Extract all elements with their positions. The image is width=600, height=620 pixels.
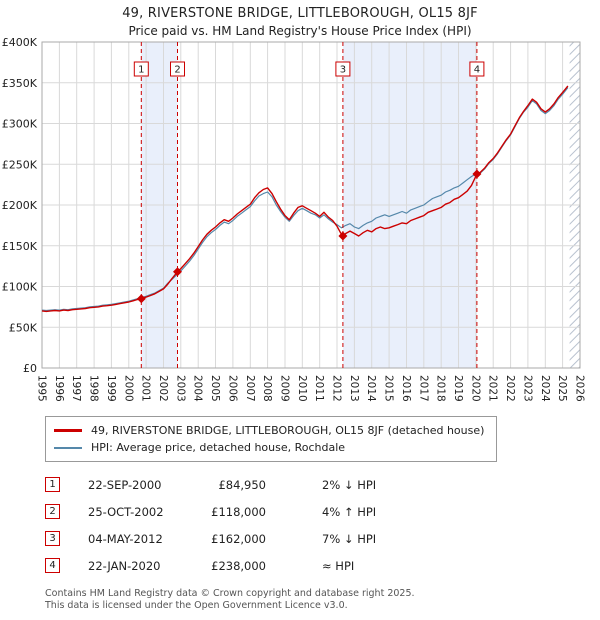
y-axis-label: £100K (2, 281, 38, 294)
sale-point-marker (338, 231, 348, 241)
transaction-hpi-comparison: 2% ↓ HPI (322, 477, 377, 492)
x-axis-label: 2017 (417, 375, 429, 402)
x-axis-label: 2005 (209, 375, 221, 402)
transaction-row-2: 2 25-OCT-2002 £118,000 4% ↑ HPI (45, 498, 600, 525)
transaction-marker-1: 1 (45, 477, 60, 492)
x-axis-label: 2016 (400, 375, 412, 402)
x-axis-label: 2019 (452, 375, 464, 402)
transaction-row-4: 4 22-JAN-2020 £238,000 ≈ HPI (45, 552, 600, 579)
x-axis-label: 1997 (70, 375, 82, 402)
transaction-date: 22-JAN-2020 (88, 558, 161, 573)
x-axis-label: 2015 (383, 375, 395, 402)
y-axis-label: £350K (2, 77, 38, 90)
transaction-marker-2: 2 (45, 504, 60, 519)
sale-number-label: 2 (174, 65, 180, 76)
x-axis-label: 2020 (469, 375, 481, 402)
transaction-date: 22-SEP-2000 (88, 477, 162, 492)
sale-number-label: 3 (340, 65, 346, 76)
x-axis-label: 2007 (244, 375, 256, 402)
x-axis-label: 2009 (279, 375, 291, 402)
sale-number-label: 4 (474, 65, 480, 76)
x-axis-label: 2022 (504, 375, 516, 402)
x-axis-label: 2001 (140, 375, 152, 402)
x-axis-label: 2025 (556, 375, 568, 402)
y-axis-label: £0 (23, 362, 37, 375)
x-axis-label: 2014 (365, 375, 377, 402)
x-axis-label: 2003 (174, 375, 186, 402)
x-axis-label: 2026 (574, 375, 586, 402)
legend-item-price: 49, RIVERSTONE BRIDGE, LITTLEBOROUGH, OL… (54, 422, 488, 439)
x-axis-label: 2018 (435, 375, 447, 402)
transaction-hpi-comparison: 4% ↑ HPI (322, 504, 377, 519)
hpi-line (41, 87, 569, 312)
transaction-price: £84,950 (218, 477, 266, 492)
page-title: 49, RIVERSTONE BRIDGE, LITTLEBOROUGH, OL… (122, 6, 478, 21)
transaction-hpi-comparison: 7% ↓ HPI (322, 531, 377, 546)
y-axis-label: £200K (2, 199, 38, 212)
sale-number-box (469, 61, 485, 77)
transaction-row-1: 1 22-SEP-2000 £84,950 2% ↓ HPI (45, 471, 600, 498)
hpi-line-swatch (54, 446, 82, 449)
license-footer: Contains HM Land Registry data © Crown c… (45, 588, 600, 613)
y-axis-label: £150K (2, 240, 38, 253)
sale-point-marker (472, 169, 482, 179)
x-axis-label: 2023 (521, 375, 533, 402)
y-axis-label: £400K (2, 38, 38, 49)
x-axis-label: 1996 (53, 375, 65, 402)
sale-number-box (170, 61, 185, 77)
page-subtitle: Price paid vs. HM Land Registry's House … (128, 24, 472, 38)
transaction-price: £162,000 (211, 531, 266, 546)
sale-point-marker (173, 267, 182, 277)
sale-number-box (133, 61, 149, 77)
x-axis-label: 2008 (261, 375, 273, 402)
x-axis-label: 2024 (539, 375, 551, 402)
chart-legend: 49, RIVERSTONE BRIDGE, LITTLEBOROUGH, OL… (45, 416, 497, 462)
transaction-date: 04-MAY-2012 (88, 531, 163, 546)
x-axis-label: 2012 (331, 375, 343, 402)
sale-number-label: 1 (138, 65, 144, 76)
legend-label-price: 49, RIVERSTONE BRIDGE, LITTLEBOROUGH, OL… (91, 424, 485, 437)
x-axis-label: 1998 (88, 375, 100, 402)
plot-border (41, 41, 581, 369)
sale-point-marker (136, 294, 146, 304)
legend-item-hpi: HPI: Average price, detached house, Roch… (54, 439, 488, 456)
price-line-swatch (54, 429, 82, 432)
transactions-table: 1 22-SEP-2000 £84,950 2% ↓ HPI 2 25-OCT-… (45, 471, 600, 579)
x-axis-label: 2013 (348, 375, 360, 402)
footer-line-2: This data is licensed under the Open Gov… (45, 600, 348, 612)
footer-line-1: Contains HM Land Registry data © Crown c… (45, 588, 415, 599)
transaction-date: 25-OCT-2002 (88, 504, 164, 519)
x-axis-label: 2002 (157, 375, 169, 402)
x-axis-label: 2021 (487, 375, 499, 402)
transaction-price: £118,000 (211, 504, 266, 519)
transaction-price: £238,000 (211, 558, 266, 573)
x-axis-label: 2004 (192, 375, 204, 402)
transaction-hpi-comparison: ≈ HPI (322, 558, 355, 573)
transaction-marker-4: 4 (45, 558, 60, 573)
price-history-chart: £0 £50K £100K £150K £200K £250K £300K £350K £400… (2, 38, 586, 402)
x-axis-label: 2011 (313, 375, 325, 402)
x-axis-label: 2010 (296, 375, 308, 402)
x-axis-label: 2000 (122, 375, 134, 402)
legend-label-hpi: HPI: Average price, detached house, Roch… (91, 441, 346, 454)
x-axis-label: 1999 (105, 375, 117, 402)
y-axis-label: £300K (2, 118, 38, 131)
price-line (41, 85, 569, 313)
x-axis-label: 2006 (226, 375, 238, 402)
sale-number-box (335, 61, 351, 77)
transaction-row-3: 3 04-MAY-2012 £162,000 7% ↓ HPI (45, 525, 600, 552)
chart-header: 49, RIVERSTONE BRIDGE, LITTLEBOROUGH, OL… (0, 0, 600, 38)
y-axis-label: £250K (2, 158, 38, 171)
transaction-marker-3: 3 (45, 531, 60, 546)
y-axis-label: £50K (9, 321, 38, 334)
x-axis-label: 1995 (36, 375, 48, 402)
